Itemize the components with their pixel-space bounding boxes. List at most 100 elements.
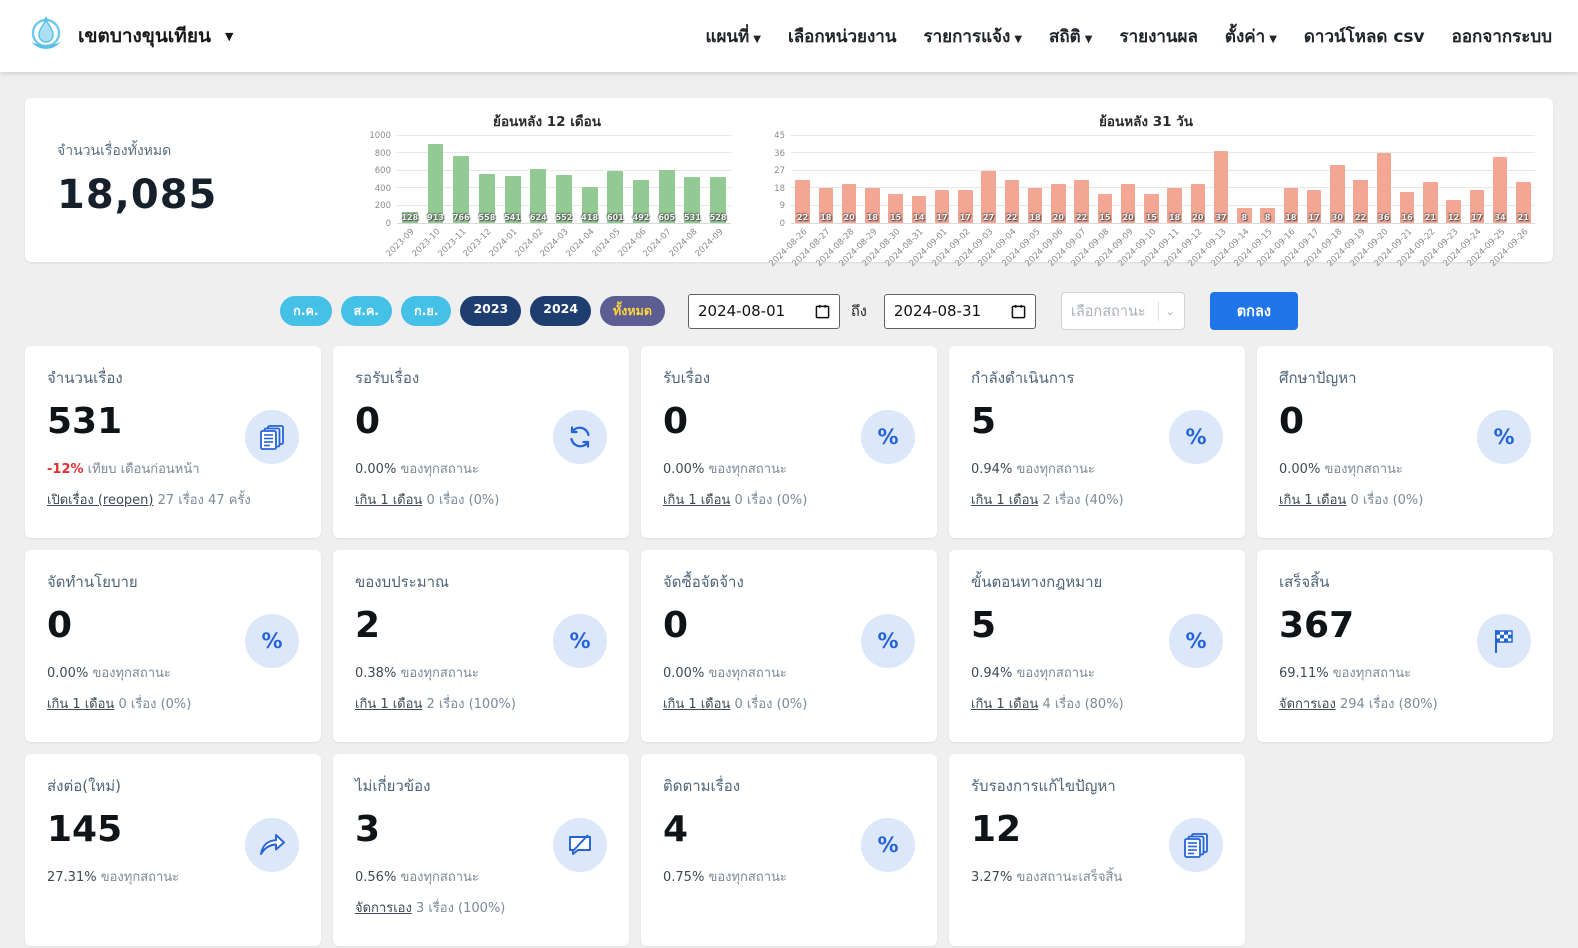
card-value: 0 [663, 605, 689, 646]
nav-item-1[interactable]: เลือกหน่วยงาน [787, 26, 897, 47]
card-value: 0 [1279, 401, 1305, 442]
card-title: จำนวนเรื่อง [47, 369, 123, 387]
card-value: 531 [47, 401, 123, 442]
date-to-input[interactable]: 2024-08-31 [883, 293, 1036, 329]
bar-2024-09-19: 22 [1349, 136, 1372, 223]
filter-row: ก.ค. ส.ค. ก.ย. 2023 2024 ทั้งหมด 2024-08-01 ถ… [0, 292, 1578, 330]
nav-item-5[interactable]: ตั้งค่า ▼ [1224, 26, 1277, 47]
status-select[interactable]: เลือกสถานะ ⌄ [1060, 292, 1185, 330]
bar-2024-09-26: 21 [1512, 136, 1535, 223]
brand-caret-icon: ▼ [224, 29, 234, 43]
card-value: 5 [971, 605, 997, 646]
filter-pill-1[interactable]: ส.ค. [340, 296, 393, 326]
status-card-10: ส่งต่อ(ใหม่) 145 27.31% ของทุกสถานะ [25, 754, 321, 946]
bar-2024-01: 541 [500, 136, 526, 223]
bar-2024-08-28: 20 [838, 136, 861, 223]
x-axis-labels: 2023-09 2023-10 2023-11 2023-12 2024-01 2024-… [384, 227, 726, 260]
bar-2024-08-31: 14 [907, 136, 930, 223]
documents-icon [1169, 818, 1223, 872]
card-link[interactable]: เกิน 1 เดือน [663, 696, 731, 712]
card-link-line: เกิน 1 เดือน 0 เรื่อง (0%) [663, 696, 808, 712]
percent-icon: % [1169, 410, 1223, 464]
bar-2024-06: 492 [628, 136, 654, 223]
bar-2024-09-13: 37 [1210, 136, 1233, 223]
filter-pill-5[interactable]: ทั้งหมด [600, 296, 665, 326]
card-title: รอรับเรื่อง [355, 369, 420, 387]
chart-title: ย้อนหลัง 31 วัน [1098, 114, 1193, 130]
bar-2024-09-06: 20 [1047, 136, 1070, 223]
filter-pill-4[interactable]: 2024 [530, 296, 592, 326]
card-link[interactable]: เกิน 1 เดือน [971, 492, 1039, 508]
card-title: เสร็จสิ้น [1279, 573, 1330, 591]
card-link[interactable]: เกิน 1 เดือน [47, 696, 115, 712]
status-card-7: จัดซื้อจัดจ้าง 0% 0.00% ของทุกสถานะ เกิน 1 … [641, 550, 937, 742]
filter-pill-0[interactable]: ก.ค. [280, 296, 332, 326]
caret-down-icon: ▼ [1014, 33, 1023, 45]
card-stat-line: 0.75% ของทุกสถานะ [663, 869, 787, 885]
bar-2024-07: 605 [654, 136, 680, 223]
card-link[interactable]: จัดการเอง [355, 900, 412, 916]
card-title: รับเรื่อง [663, 369, 711, 387]
date-from-input[interactable]: 2024-08-01 [688, 293, 840, 329]
bar-2024-09-20: 36 [1372, 136, 1395, 223]
status-card-5: จัดทำนโยบาย 0% 0.00% ของทุกสถานะ เกิน 1 เดื… [25, 550, 321, 742]
status-card-1: รอรับเรื่อง 0 0.00% ของทุกสถานะ เกิน 1 เดือ… [333, 346, 629, 538]
submit-button[interactable]: ตกลง [1209, 292, 1298, 330]
filter-pill-3[interactable]: 2023 [460, 296, 522, 326]
chat-off-icon [553, 818, 607, 872]
chevron-down-icon: ⌄ [1165, 304, 1175, 318]
org-name: เขตบางขุนเทียน [78, 25, 211, 47]
nav-item-2[interactable]: รายการแจ้ง ▼ [923, 26, 1023, 47]
bar-2023-10: 913 [423, 136, 449, 223]
card-title: ของบประมาณ [355, 573, 449, 591]
card-link[interactable]: จัดการเอง [1279, 696, 1336, 712]
bar-2024-08-27: 18 [814, 136, 837, 223]
card-link[interactable]: เปิดเรื่อง (reopen) [47, 492, 154, 508]
bar-2024-08-29: 18 [861, 136, 884, 223]
card-link[interactable]: เกิน 1 เดือน [355, 492, 423, 508]
nav-item-3[interactable]: สถิติ ▼ [1049, 26, 1093, 47]
card-value: 0 [663, 401, 689, 442]
bar-2024-09-03: 27 [977, 136, 1000, 223]
bar-2024-09-14: 8 [1233, 136, 1256, 223]
bar-2024-09-08: 15 [1093, 136, 1116, 223]
card-title: ขั้นตอนทางกฎหมาย [971, 573, 1103, 591]
caret-down-icon: ▼ [1084, 33, 1093, 45]
card-stat-line: 0.38% ของทุกสถานะ [355, 665, 479, 681]
card-stat-line: 3.27% ของสถานะเสร็จสิ้น [971, 869, 1123, 885]
status-card-6: ของบประมาณ 2% 0.38% ของทุกสถานะ เกิน 1 เดือ… [333, 550, 629, 742]
select-divider [1157, 301, 1159, 321]
total-block: จำนวนเรื่องทั้งหมด 18,085 [43, 110, 363, 218]
card-stat-line: 0.00% ของทุกสถานะ [1279, 461, 1403, 477]
caret-down-icon: ▼ [753, 33, 761, 45]
nav-item-0[interactable]: แผนที่ ▼ [705, 26, 761, 47]
card-stat-line: 69.11% ของทุกสถานะ [1279, 665, 1412, 681]
card-link[interactable]: เกิน 1 เดือน [1279, 492, 1347, 508]
card-value: 5 [971, 401, 997, 442]
card-title: จัดซื้อจัดจ้าง [663, 573, 744, 591]
card-link-line: เกิน 1 เดือน 0 เรื่อง (0%) [47, 696, 192, 712]
card-stat-line: 0.94% ของทุกสถานะ [971, 665, 1095, 681]
status-card-12: ติดตามเรื่อง 4% 0.75% ของทุกสถานะ [641, 754, 937, 946]
nav-item-4[interactable]: รายงานผล [1119, 26, 1198, 47]
bar-2024-09-09: 20 [1117, 136, 1140, 223]
nav-item-6[interactable]: ดาวน์โหลด csv [1303, 26, 1425, 47]
brand[interactable]: เขตบางขุนเทียน ▼ [26, 14, 233, 58]
percent-icon: % [1169, 614, 1223, 668]
card-link-line: เกิน 1 เดือน 2 เรื่อง (100%) [355, 696, 516, 712]
card-link-line: เกิน 1 เดือน 2 เรื่อง (40%) [971, 492, 1124, 508]
filter-pill-2[interactable]: ก.ย. [401, 296, 452, 326]
bar-2024-09-22: 21 [1419, 136, 1442, 223]
card-stat-line: 0.00% ของทุกสถานะ [663, 461, 787, 477]
bar-2023-09: 128 [401, 211, 419, 223]
bar-2024-09-10: 15 [1140, 136, 1163, 223]
total-value: 18,085 [57, 172, 218, 218]
card-link-line: จัดการเอง 3 เรื่อง (100%) [355, 900, 506, 916]
card-link[interactable]: เกิน 1 เดือน [355, 696, 423, 712]
bar-2024-09-18: 30 [1326, 136, 1349, 223]
card-link[interactable]: เกิน 1 เดือน [971, 696, 1039, 712]
card-title: รับรองการแก้ไขปัญหา [971, 777, 1116, 795]
nav-item-7[interactable]: ออกจากระบบ [1451, 26, 1552, 47]
card-link[interactable]: เกิน 1 เดือน [663, 492, 731, 508]
y-axis: 0 200 400 600 800 1000 [369, 131, 391, 229]
